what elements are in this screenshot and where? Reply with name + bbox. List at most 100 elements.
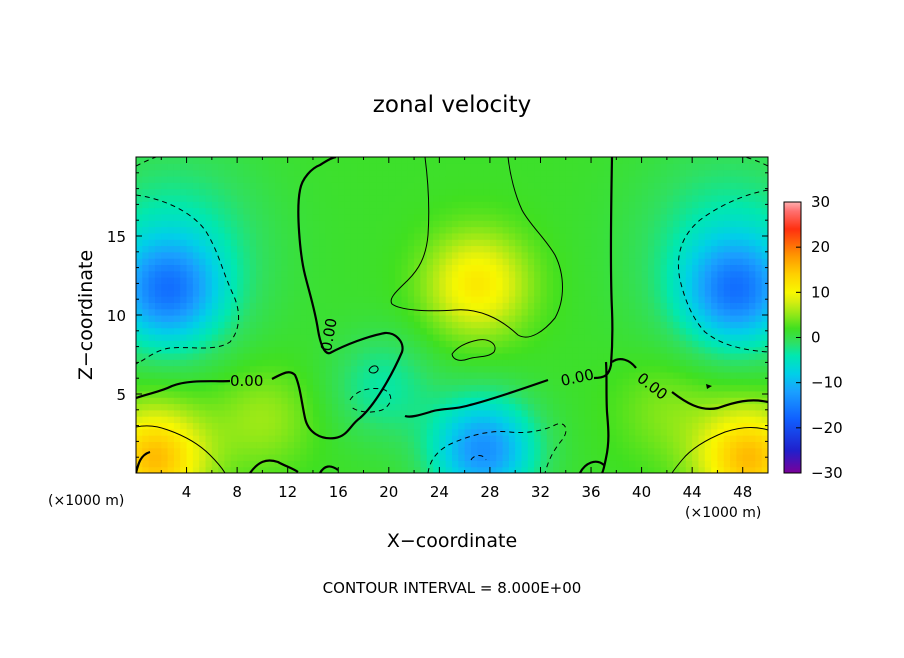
- heatmap-cell: [679, 315, 687, 322]
- heatmap-cell: [445, 466, 453, 473]
- heatmap-cell: [660, 327, 668, 335]
- heatmap-cell: [761, 352, 768, 360]
- heatmap-cell: [281, 378, 289, 386]
- heatmap-cell: [489, 239, 497, 247]
- heatmap-cell: [654, 264, 662, 272]
- heatmap-cell: [224, 188, 232, 196]
- heatmap-cell: [230, 283, 238, 291]
- heatmap-cell: [224, 422, 232, 430]
- heatmap-cell: [407, 194, 415, 202]
- heatmap-cell: [376, 296, 384, 303]
- heatmap-cell: [521, 378, 529, 386]
- heatmap-cell: [154, 460, 162, 468]
- heatmap-cell: [268, 289, 276, 297]
- heatmap-cell: [483, 201, 491, 209]
- heatmap-cell: [616, 365, 624, 373]
- heatmap-cell: [591, 416, 598, 424]
- heatmap-cell: [445, 327, 453, 335]
- heatmap-cell: [660, 163, 668, 171]
- heatmap-cell: [420, 308, 428, 316]
- heatmap-cell: [237, 466, 245, 473]
- heatmap-cell: [610, 213, 617, 221]
- heatmap-cell: [363, 157, 371, 164]
- heatmap-cell: [433, 226, 440, 234]
- heatmap-cell: [249, 378, 257, 386]
- heatmap-cell: [673, 207, 681, 215]
- heatmap-cell: [268, 422, 276, 430]
- heatmap-cell: [161, 441, 169, 449]
- heatmap-cell: [553, 232, 561, 240]
- heatmap-cell: [679, 441, 687, 449]
- heatmap-cell: [414, 447, 421, 455]
- heatmap-cell: [584, 397, 592, 405]
- heatmap-cell: [173, 454, 181, 461]
- heatmap-cell: [730, 321, 737, 329]
- heatmap-cell: [464, 245, 472, 253]
- heatmap-cell: [180, 163, 188, 171]
- heatmap-cell: [742, 409, 750, 417]
- heatmap-cell: [192, 441, 200, 449]
- heatmap-cell: [654, 416, 662, 424]
- heatmap-cell: [154, 239, 162, 247]
- heatmap-cell: [470, 378, 478, 386]
- heatmap-cell: [685, 194, 693, 202]
- heatmap-cell: [376, 466, 384, 473]
- heatmap-cell: [414, 296, 421, 303]
- heatmap-cell: [464, 201, 472, 209]
- heatmap-cell: [641, 428, 649, 436]
- heatmap-cell: [654, 245, 662, 253]
- heatmap-cell: [673, 397, 681, 405]
- heatmap-cell: [211, 283, 219, 291]
- heatmap-cell: [641, 245, 649, 253]
- heatmap-cell: [262, 359, 270, 367]
- heatmap-cell: [331, 333, 339, 341]
- heatmap-cell: [508, 315, 516, 322]
- heatmap-cell: [603, 213, 611, 221]
- heatmap-cell: [407, 188, 415, 196]
- heatmap-cell: [679, 175, 687, 183]
- heatmap-cell: [344, 163, 352, 171]
- heatmap-cell: [294, 226, 301, 234]
- heatmap-cell: [325, 466, 333, 473]
- heatmap-cell: [521, 296, 529, 303]
- heatmap-cell: [414, 277, 421, 284]
- heatmap-cell: [470, 428, 478, 436]
- heatmap-cell: [723, 460, 731, 468]
- heatmap-cell: [527, 264, 535, 272]
- heatmap-cell: [483, 175, 491, 183]
- heatmap-cell: [192, 321, 200, 329]
- heatmap-cell: [527, 416, 535, 424]
- heatmap-cell: [666, 163, 674, 171]
- heatmap-cell: [312, 365, 320, 373]
- heatmap-cell: [161, 264, 169, 272]
- heatmap-cell: [281, 384, 289, 392]
- heatmap-cell: [237, 365, 245, 373]
- heatmap-cell: [350, 359, 358, 367]
- heatmap-cell: [515, 251, 523, 259]
- heatmap-cell: [281, 352, 289, 360]
- heatmap-cell: [439, 403, 447, 411]
- heatmap-cell: [199, 365, 207, 373]
- heatmap-cell: [287, 397, 295, 405]
- heatmap-cell: [723, 435, 731, 442]
- heatmap-cell: [142, 302, 150, 310]
- heatmap-cell: [275, 422, 282, 430]
- heatmap-cell: [420, 365, 428, 373]
- heatmap-cell: [262, 258, 270, 266]
- heatmap-cell: [237, 182, 245, 190]
- heatmap-cell: [464, 188, 472, 196]
- heatmap-cell: [597, 359, 605, 367]
- heatmap-cell: [350, 289, 358, 297]
- heatmap-cell: [426, 283, 434, 291]
- heatmap-cell: [711, 308, 719, 316]
- heatmap-cell: [730, 283, 737, 291]
- heatmap-cell: [376, 213, 384, 221]
- heatmap-cell: [224, 321, 232, 329]
- heatmap-cell: [742, 270, 750, 278]
- heatmap-cell: [173, 194, 181, 202]
- heatmap-cell: [161, 454, 169, 461]
- heatmap-cell: [534, 283, 542, 291]
- heatmap-cell: [603, 194, 611, 202]
- heatmap-cell: [521, 352, 529, 360]
- heatmap-cell: [154, 258, 162, 266]
